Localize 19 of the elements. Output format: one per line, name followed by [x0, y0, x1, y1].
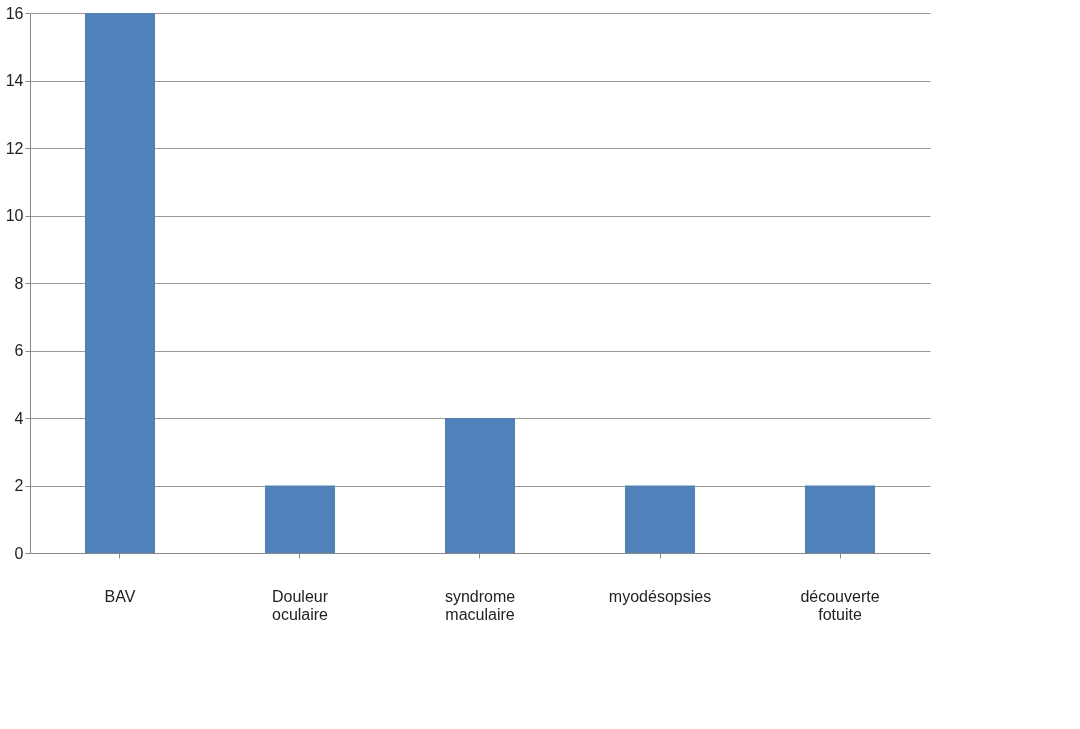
y-tick-label: 10 — [5, 207, 24, 224]
y-tick-label: 16 — [5, 4, 24, 22]
y-tick-label: 2 — [14, 477, 24, 494]
y-tick-label: 4 — [14, 409, 24, 427]
bar — [805, 485, 875, 553]
x-tick-label: découverte fotuite — [800, 587, 880, 623]
bar — [265, 485, 335, 553]
bar — [85, 13, 155, 553]
x-tick-label: myodésopsies — [608, 587, 712, 605]
y-tick-label: 8 — [14, 274, 24, 292]
y-tick-label: 14 — [5, 72, 24, 89]
x-tick-label: syndrome maculaire — [444, 587, 516, 623]
y-tick-label: 12 — [5, 139, 24, 157]
y-tick-label: 0 — [14, 544, 24, 562]
bar — [445, 418, 515, 553]
x-tick-label: Douleur oculaire — [271, 587, 329, 623]
bar — [625, 485, 695, 553]
x-tick-label: BAV — [104, 587, 136, 605]
y-tick-label: 6 — [14, 342, 24, 359]
